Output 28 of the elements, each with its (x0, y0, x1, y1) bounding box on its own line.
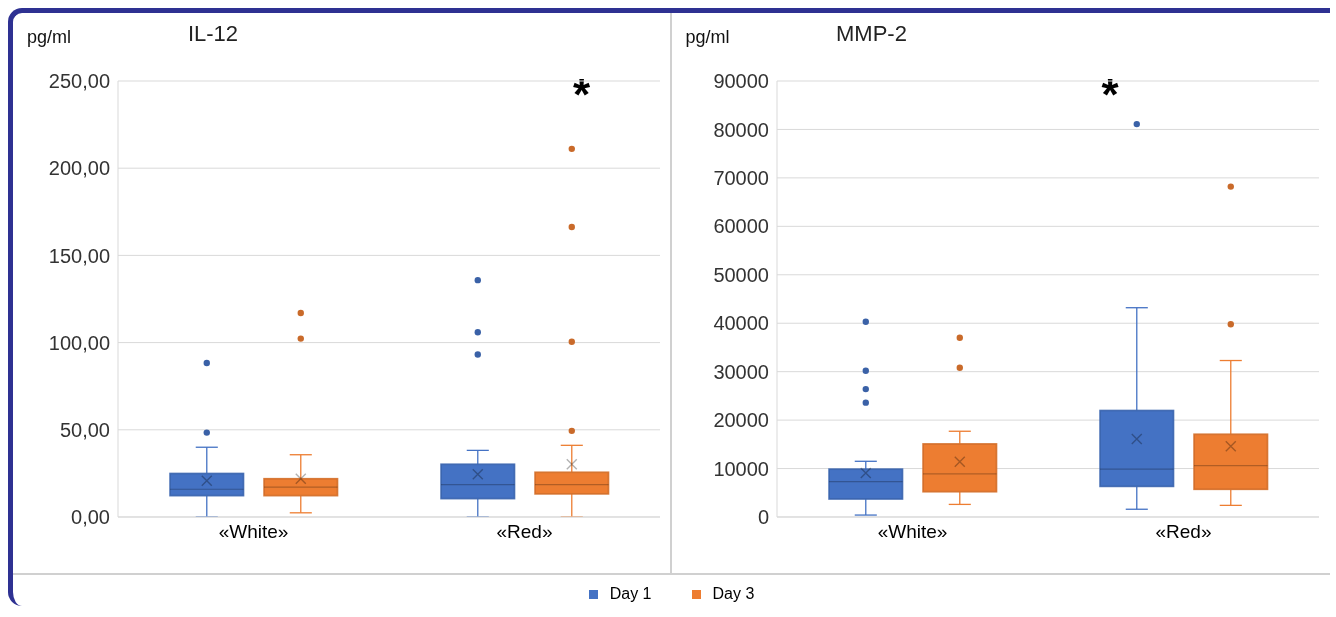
x-tick-label: «White» (877, 521, 947, 543)
y-tick-label: 200,00 (48, 157, 110, 180)
y-tick-label: 250,00 (48, 70, 110, 93)
legend-label: Day 1 (609, 585, 652, 603)
y-tick-label: 0 (757, 506, 769, 529)
y-tick-label: 30000 (712, 360, 769, 383)
y-tick-label: 90000 (712, 70, 769, 93)
y-tick-label: 40000 (712, 312, 769, 335)
chart-title: MMP-2 (836, 21, 907, 46)
y-axis-title: pg/ml (27, 27, 72, 48)
annotation: * (1101, 70, 1119, 119)
legend-label: Day 3 (712, 585, 755, 603)
x-tick-label: «White» (218, 521, 289, 543)
y-tick-label: 20000 (712, 409, 769, 432)
y-tick-label: 70000 (712, 166, 769, 189)
y-tick-label: 0,00 (71, 506, 110, 529)
y-tick-label: 150,00 (48, 244, 110, 267)
y-axis-title: pg/ml (685, 27, 730, 48)
y-tick-label: 50,00 (59, 418, 110, 441)
x-tick-label: «Red» (1155, 521, 1211, 543)
annotation: * (573, 70, 591, 119)
x-tick-label: «Red» (496, 521, 553, 543)
y-tick-label: 80000 (712, 118, 769, 141)
y-tick-label: 60000 (712, 215, 769, 238)
y-tick-label: 50000 (712, 263, 769, 286)
y-tick-label: 10000 (712, 457, 769, 480)
chart-title: IL-12 (187, 21, 239, 46)
y-tick-label: 100,00 (48, 331, 110, 354)
